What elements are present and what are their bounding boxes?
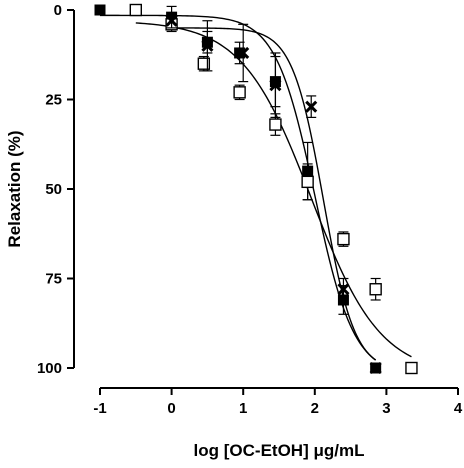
fit-curve-2 xyxy=(135,22,412,358)
cross-point xyxy=(201,39,214,52)
y-tick-label: 25 xyxy=(45,92,62,109)
open-square-point xyxy=(233,86,246,99)
x-tick-label: 0 xyxy=(167,400,175,417)
cross-point xyxy=(237,46,250,60)
y-tick-label: 0 xyxy=(54,2,62,19)
filled-square-point xyxy=(94,4,106,16)
open-square-point xyxy=(269,118,282,131)
cross-point xyxy=(165,14,178,27)
cross-point xyxy=(269,79,282,92)
open-square-point xyxy=(337,232,350,246)
x-tick-label: 4 xyxy=(454,400,463,417)
filled-square-point xyxy=(234,47,246,59)
cross-point xyxy=(369,361,382,375)
y-tick-label: 75 xyxy=(45,271,62,288)
open-square-point xyxy=(197,57,211,70)
cross-point xyxy=(305,100,318,113)
fit-curves xyxy=(100,14,412,361)
open-square-point xyxy=(405,361,418,375)
y-tick-label: 100 xyxy=(37,360,62,377)
open-square-point xyxy=(301,175,314,189)
y-axis-title: Relaxation (%) xyxy=(5,130,24,247)
y-tick-label: 50 xyxy=(45,181,62,198)
x-tick-label: -1 xyxy=(93,400,106,417)
axes: -1 0 1 2 3 4 0 25 50 75 100 xyxy=(37,2,463,417)
data-points xyxy=(94,3,418,375)
open-square-point xyxy=(129,3,143,17)
fit-curve-1 xyxy=(100,14,377,361)
x-axis-title: log [OC-EtOH] μg/mL xyxy=(194,441,365,460)
cross-point xyxy=(337,283,350,296)
x-tick-label: 1 xyxy=(239,400,247,417)
x-tick-label: 3 xyxy=(382,400,390,417)
x-tick-label: 2 xyxy=(311,400,319,417)
open-square-point xyxy=(369,283,382,296)
